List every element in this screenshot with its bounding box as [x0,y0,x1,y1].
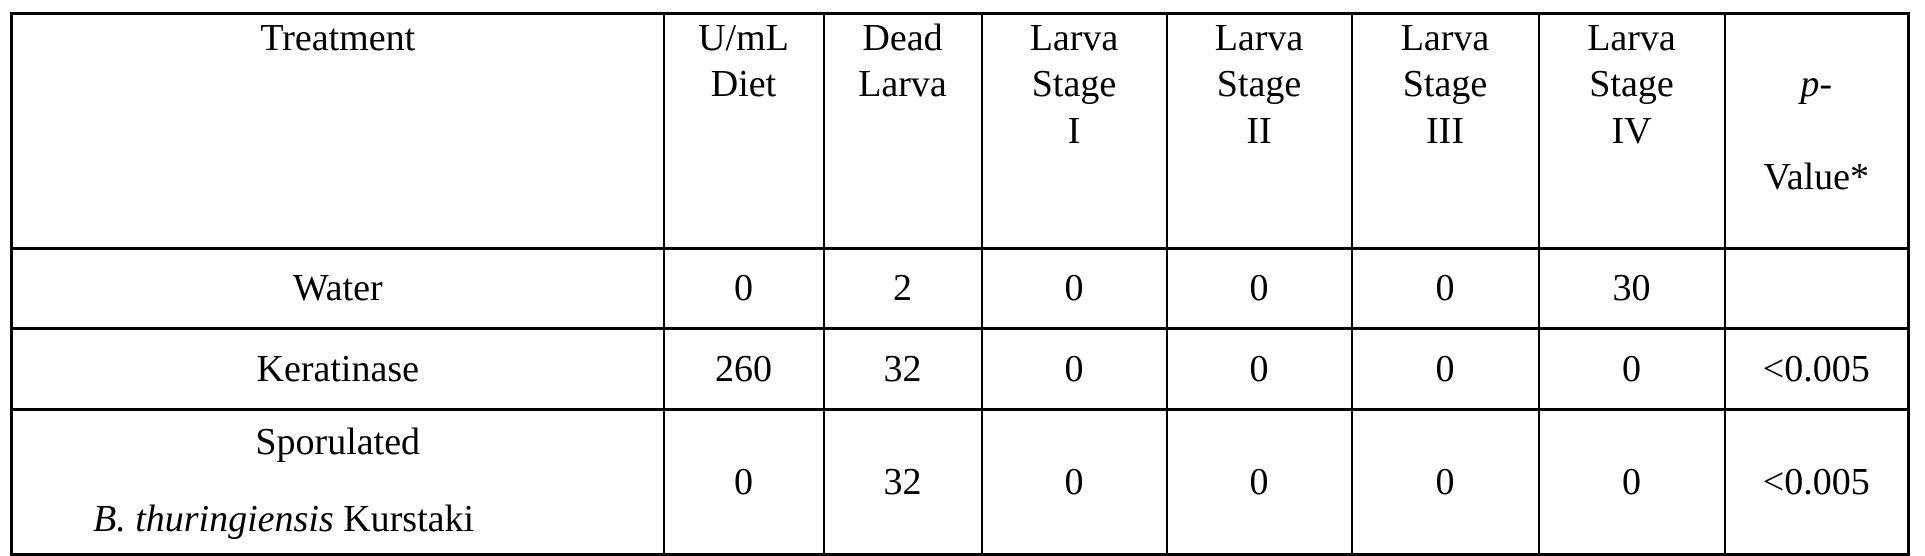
header-cell-treatment: Treatment [10,12,665,250]
table-row-keratinase: Keratinase 260 32 0 0 0 0 <0.005 [10,326,1910,411]
p-value-line1: p- [1727,61,1907,107]
table-row-water: Water 0 2 0 0 0 30 [10,246,1910,330]
cell-larva-stage-1: 0 [980,407,1168,556]
table-container: Treatment U/mL Diet Dead Larva Larva Sta… [10,12,1910,556]
cell-p-value: <0.005 [1723,326,1910,411]
cell-larva-stage-4: 0 [1537,407,1726,556]
treatment-line2: B. thuringiensis Kurstaki [14,496,662,542]
cell-treatment: Water [10,246,665,330]
header-cell-larva-stage-1: Larva Stage I [980,12,1168,250]
cell-uml-diet: 260 [662,326,825,411]
cell-larva-stage-4: 0 [1537,326,1726,411]
cell-larva-stage-2: 0 [1165,246,1353,330]
p-dash: - [1819,63,1833,106]
cell-larva-stage-1: 0 [980,246,1168,330]
cell-larva-stage-3: 0 [1350,326,1540,411]
cell-dead-larva: 32 [822,326,983,411]
header-cell-p-value: p- Value* [1723,12,1910,250]
cell-larva-stage-2: 0 [1165,326,1353,411]
table-row-sporulated-bt: Sporulated B. thuringiensis Kurstaki 0 3… [10,407,1910,556]
species-name-roman: Kurstaki [333,498,475,541]
cell-larva-stage-2: 0 [1165,407,1353,556]
results-table: Treatment U/mL Diet Dead Larva Larva Sta… [10,12,1910,556]
header-cell-larva-stage-4: Larva Stage IV [1537,12,1726,250]
header-cell-larva-stage-3: Larva Stage III [1350,12,1540,250]
cell-dead-larva: 32 [822,407,983,556]
cell-dead-larva: 2 [822,246,983,330]
cell-p-value [1723,246,1910,330]
cell-larva-stage-3: 0 [1350,246,1540,330]
cell-treatment: Keratinase [10,326,665,411]
treatment-two-line: Sporulated B. thuringiensis Kurstaki [14,412,662,551]
cell-uml-diet: 0 [662,407,825,556]
cell-larva-stage-3: 0 [1350,407,1540,556]
p-italic: p [1800,63,1820,106]
p-value-line2: Value* [1763,156,1870,199]
cell-uml-diet: 0 [662,246,825,330]
cell-treatment: Sporulated B. thuringiensis Kurstaki [10,407,665,556]
header-row: Treatment U/mL Diet Dead Larva Larva Sta… [10,12,1910,250]
treatment-line1: Sporulated [255,420,421,463]
header-cell-larva-stage-2: Larva Stage II [1165,12,1353,250]
cell-larva-stage-1: 0 [980,326,1168,411]
header-cell-dead-larva: Dead Larva [822,12,983,250]
cell-larva-stage-4: 30 [1537,246,1726,330]
header-cell-uml-diet: U/mL Diet [662,12,825,250]
species-name-italic: B. thuringiensis [93,498,334,541]
cell-p-value: <0.005 [1723,407,1910,556]
